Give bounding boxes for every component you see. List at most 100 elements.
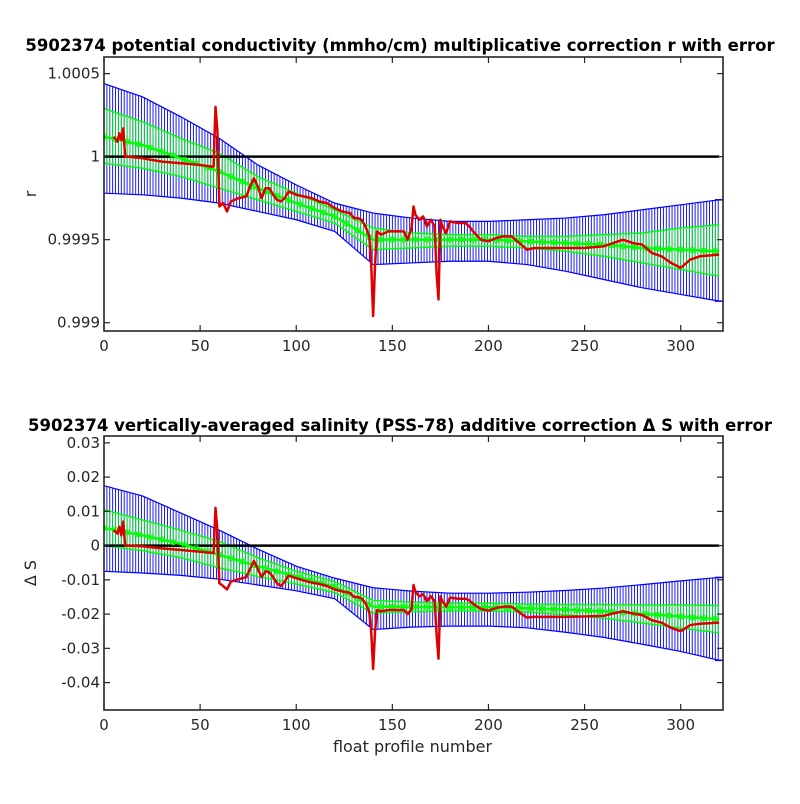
y-tick-label: -0.03	[61, 639, 100, 657]
fit-marker	[227, 555, 234, 562]
fit-marker	[504, 237, 511, 244]
x-tick-label: 0	[99, 716, 109, 734]
fit-marker	[239, 178, 246, 185]
x-tick-label: 250	[570, 337, 599, 355]
x-tick-label: 250	[570, 716, 599, 734]
fit-marker	[619, 243, 627, 250]
fit-marker	[389, 236, 396, 243]
x-tick-label: 100	[282, 716, 311, 734]
y-tick-label: 0	[90, 537, 100, 555]
fit-marker	[135, 531, 142, 538]
outer-band-lower-edge	[104, 570, 720, 661]
y-tick-label: 0.01	[67, 502, 100, 520]
fit-marker	[643, 245, 650, 252]
fit-marker	[562, 606, 569, 613]
chart-title: 5902374 vertically-averaged salinity (PS…	[28, 416, 773, 435]
fit-marker	[516, 604, 523, 612]
fit-marker	[596, 608, 604, 615]
lower-chart-panel: 5902374 vertically-averaged salinity (PS…	[21, 416, 773, 756]
x-tick-label: 50	[191, 337, 210, 355]
fit-marker	[377, 603, 384, 610]
fit-marker	[562, 239, 569, 247]
outer-error-band	[104, 485, 723, 662]
fit-marker	[446, 236, 454, 243]
fit-marker	[227, 173, 234, 180]
fit-marker	[181, 156, 188, 163]
y-axis-label: Δ S	[21, 560, 40, 586]
fit-marker	[135, 141, 142, 148]
fit-marker	[700, 615, 707, 622]
fit-marker	[170, 539, 177, 546]
y-tick-label: 0.999	[57, 314, 100, 332]
fit-marker	[539, 238, 546, 246]
plot-area	[104, 485, 723, 671]
fit-marker	[539, 605, 546, 612]
fit-marker	[712, 615, 719, 623]
fit-marker	[320, 209, 327, 216]
x-tick-label: 0	[99, 337, 109, 355]
fit-marker	[527, 605, 534, 612]
fit-marker	[285, 197, 292, 204]
fit-marker	[423, 236, 431, 243]
axes-box	[103, 56, 724, 332]
fit-marker	[273, 568, 281, 575]
fit-marker	[296, 201, 304, 208]
fit-marker	[677, 613, 684, 620]
fit-marker	[308, 205, 315, 212]
fit-marker	[423, 603, 431, 611]
fit-marker	[550, 239, 557, 246]
outer-error-band	[104, 83, 723, 302]
x-tick-label: 150	[378, 337, 407, 355]
fit-marker	[412, 236, 419, 243]
fit-marker	[354, 227, 361, 234]
fit-marker	[585, 607, 592, 614]
correction-line	[112, 105, 720, 318]
fit-marker	[689, 614, 696, 621]
x-tick-label: 300	[666, 716, 695, 734]
chart-title: 5902374 potential conductivity (mmho/cm)…	[25, 36, 775, 55]
fit-marker	[654, 245, 661, 252]
fit-marker	[666, 612, 673, 619]
fit-marker	[446, 604, 454, 611]
fit-marker	[677, 246, 684, 253]
fit-marker	[343, 220, 350, 227]
fit-line	[104, 135, 720, 253]
fit-marker	[458, 236, 465, 243]
fit-marker	[181, 541, 188, 549]
x-tick-label: 200	[474, 716, 503, 734]
x-tick-label: 100	[282, 337, 311, 355]
x-tick-label: 50	[191, 716, 210, 734]
y-tick-label: 0.02	[67, 468, 100, 486]
y-tick-label: -0.02	[61, 605, 100, 623]
outer-band-lower-edge	[104, 192, 720, 302]
fit-marker	[469, 236, 477, 243]
fit-marker	[239, 558, 246, 565]
fit-marker	[689, 247, 696, 254]
fit-marker	[666, 246, 673, 253]
y-axis-label: r	[21, 190, 40, 197]
outer-band-upper-edge	[104, 485, 720, 594]
fit-marker	[147, 533, 154, 541]
plot-area	[104, 83, 723, 318]
x-tick-label: 150	[378, 716, 407, 734]
fit-marker	[170, 152, 177, 159]
y-tick-label: 1.0005	[48, 65, 101, 83]
fit-marker	[573, 240, 581, 247]
fit-marker	[377, 236, 384, 243]
y-tick-label: 1	[90, 148, 100, 166]
axes-box	[103, 435, 724, 711]
fit-marker	[654, 611, 661, 618]
fit-marker	[158, 148, 165, 155]
fit-marker	[573, 607, 581, 614]
fit-marker	[631, 244, 638, 251]
fit-marker	[527, 238, 534, 245]
fit-marker	[700, 247, 707, 254]
inner-band-lower-edge	[104, 544, 720, 634]
fit-marker	[331, 213, 338, 220]
x-axis-label: float profile number	[333, 737, 493, 756]
x-tick-label: 200	[474, 337, 503, 355]
upper-chart-panel: 5902374 potential conductivity (mmho/cm)…	[21, 36, 775, 355]
y-tick-label: -0.04	[61, 674, 100, 692]
y-tick-label: -0.01	[61, 571, 100, 589]
